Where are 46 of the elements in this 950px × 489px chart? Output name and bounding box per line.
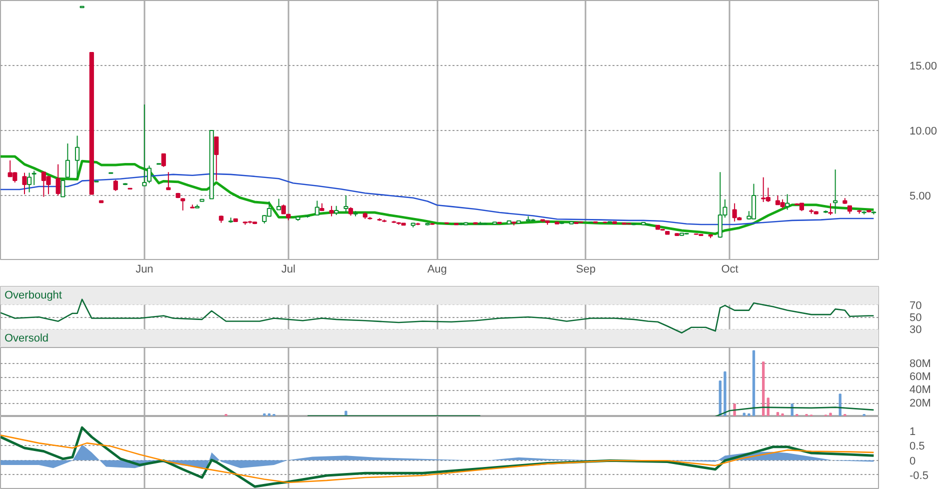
band-label: Overbought [4,290,62,302]
y-tick-label: 60M [910,371,931,384]
y-tick-label: 1 [910,426,916,438]
candlestick [142,104,147,186]
candlestick [281,204,286,214]
candlestick [113,179,118,192]
x-tick-label: Sep [576,264,596,276]
y-tick-label: 80M [910,358,931,370]
x-tick-label: Jul [281,264,296,276]
x-tick-label: Oct [721,264,738,276]
y-tick-label: 0.5 [910,440,925,453]
candlestick [65,143,70,178]
line-series [0,155,875,236]
x-tick-label: Jun [136,264,154,276]
y-tick-label: 5.00 [910,190,931,202]
candlestick [146,165,152,184]
candlestick [166,172,171,190]
candlestick [60,179,66,198]
candlestick [828,202,833,216]
candlestick [344,195,348,213]
candlestick [785,194,790,210]
y-tick-label: 70 [910,300,922,312]
band-label: Oversold [4,332,49,344]
y-tick-label: 30 [910,324,922,336]
y-tick-label: 15.00 [910,60,938,72]
x-tick-label: Aug [427,264,447,276]
candlestick [26,172,32,193]
y-tick-label: 40M [910,384,931,396]
candlestick [22,172,27,195]
candlestick [314,200,320,216]
y-tick-label: 20M [910,397,931,410]
candlestick [56,164,60,196]
y-tick-label: 10.00 [910,126,938,138]
y-tick-label: 50 [910,312,922,324]
line-series [0,434,874,484]
y-tick-label: -0.5 [910,470,928,482]
candlestick [32,170,36,186]
candlestick [334,205,339,216]
candlestick [161,153,166,168]
candlestick [74,135,80,178]
candlestick [329,205,334,217]
candlestick [214,136,219,182]
candlestick [276,198,282,210]
y-tick-label: 0 [910,455,916,468]
candlestick [833,169,838,214]
candlestick [180,198,186,211]
